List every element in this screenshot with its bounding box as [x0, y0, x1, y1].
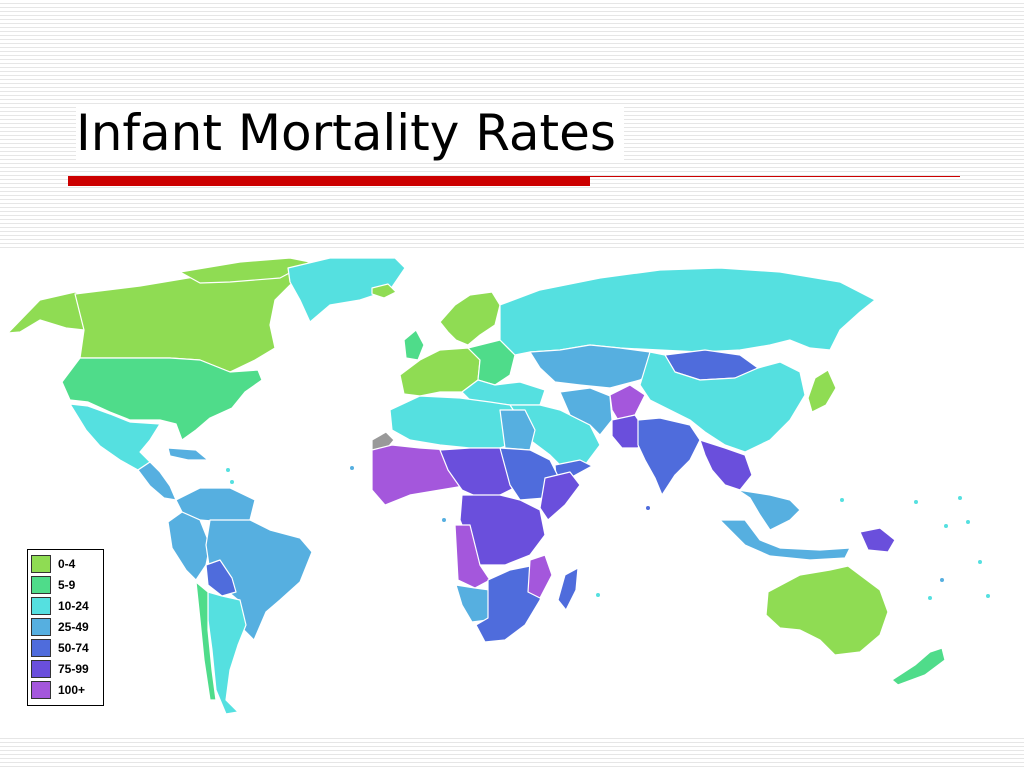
island-dot: [596, 593, 600, 597]
island-dot: [350, 466, 354, 470]
footer-background-stripes: [0, 735, 1024, 768]
region-namibia: [455, 584, 491, 623]
region-papua-new-guinea: [859, 527, 896, 553]
region-somalia-horn: [539, 471, 581, 521]
region-india: [637, 417, 701, 496]
legend-item: 50-74: [31, 637, 100, 658]
legend-label: 10-24: [58, 598, 89, 613]
region-uk-ireland: [403, 329, 425, 361]
region-central-america: [137, 461, 177, 501]
region-argentina: [207, 591, 247, 715]
title-underline-thick: [68, 176, 590, 186]
island-dot: [840, 498, 844, 502]
island-dot: [940, 578, 944, 582]
region-new-zealand: [891, 647, 946, 686]
region-southeast-asia: [737, 489, 801, 531]
region-iran: [559, 387, 613, 436]
legend-item: 10-24: [31, 595, 100, 616]
region-chile: [195, 581, 217, 701]
legend-swatch: [31, 638, 51, 657]
world-map: [0, 252, 1024, 734]
legend-item: 5-9: [31, 574, 100, 595]
world-map-svg: [7, 257, 990, 715]
legend-swatch: [31, 575, 51, 594]
legend-label: 75-99: [58, 661, 89, 676]
legend-label: 100+: [58, 682, 86, 697]
region-mexico: [69, 403, 161, 471]
region-japan-korea: [807, 369, 837, 413]
island-dot: [646, 506, 650, 510]
legend-item: 0-4: [31, 553, 100, 574]
island-dot: [928, 596, 932, 600]
legend-item: 25-49: [31, 616, 100, 637]
legend-swatch: [31, 554, 51, 573]
island-dot: [226, 468, 230, 472]
island-dot: [442, 518, 446, 522]
slide-title: Infant Mortality Rates: [76, 104, 624, 162]
region-afghanistan: [609, 384, 646, 421]
island-dot: [966, 520, 970, 524]
legend-item: 75-99: [31, 658, 100, 679]
island-dot: [944, 524, 948, 528]
region-pakistan: [611, 414, 646, 449]
title-underline-thin: [590, 176, 960, 177]
map-legend: 0-4 5-9 10-24 25-49 50-74 75-99 100+: [27, 549, 104, 706]
region-china: [639, 351, 806, 453]
region-usa: [61, 357, 263, 441]
island-dot: [230, 480, 234, 484]
region-bolivia: [205, 559, 237, 597]
region-indonesia: [719, 519, 851, 561]
region-greenland: [287, 257, 406, 323]
region-caribbean: [167, 447, 209, 461]
region-australia: [765, 565, 889, 656]
legend-label: 25-49: [58, 619, 89, 634]
legend-swatch: [31, 617, 51, 636]
region-scandinavia: [439, 291, 501, 346]
legend-swatch: [31, 596, 51, 615]
legend-item: 100+: [31, 679, 100, 700]
legend-swatch: [31, 680, 51, 699]
region-nigeria-chad: [439, 447, 521, 499]
region-mozambique: [527, 554, 553, 599]
legend-label: 50-74: [58, 640, 89, 655]
island-dot: [958, 496, 962, 500]
island-dot: [986, 594, 990, 598]
island-dot: [914, 500, 918, 504]
legend-label: 5-9: [58, 577, 76, 592]
legend-swatch: [31, 659, 51, 678]
region-iceland: [371, 283, 397, 299]
region-madagascar: [557, 567, 579, 611]
region-russia: [499, 267, 876, 356]
legend-label: 0-4: [58, 556, 76, 571]
region-egypt: [499, 409, 536, 451]
island-dot: [978, 560, 982, 564]
region-peru-ecuador: [167, 511, 211, 581]
